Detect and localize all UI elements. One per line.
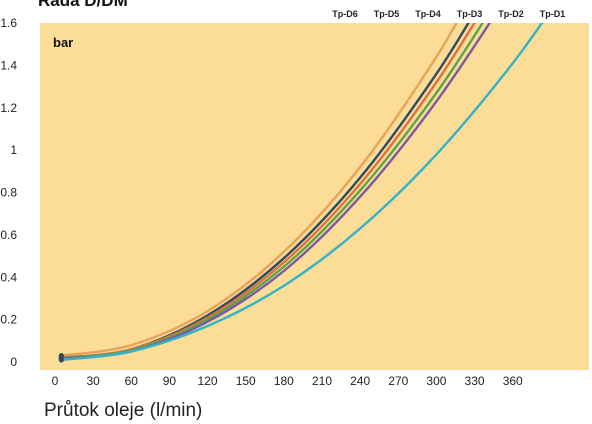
x-tick-label: 210	[312, 374, 332, 388]
x-tick-label: 240	[350, 374, 370, 388]
x-tick-label: 180	[274, 374, 294, 388]
x-tick-label: 330	[465, 374, 485, 388]
plot-area	[40, 23, 589, 370]
chart-title: Řada D/DM	[38, 0, 128, 10]
x-tick-label: 300	[426, 374, 446, 388]
x-tick-label: 90	[163, 374, 177, 388]
legend-entry-tp-d1: Tp-D1	[540, 9, 566, 19]
y-tick-label: 1.2	[0, 101, 17, 115]
x-tick-label: 150	[236, 374, 256, 388]
x-tick-label: 30	[86, 374, 100, 388]
y-tick-label: 0.2	[0, 313, 17, 327]
legend-entry-tp-d4: Tp-D4	[415, 9, 441, 19]
y-tick-label: 1.6	[0, 16, 17, 30]
y-tick-label: 0.4	[0, 270, 17, 284]
y-tick-label: 1.4	[0, 58, 17, 72]
y-tick-label: 0.8	[0, 186, 17, 200]
legend-entry-tp-d6: Tp-D6	[332, 9, 358, 19]
x-axis-ticks: 0 30 60 90 120 150 180 210 240 270 300 330 360	[52, 374, 523, 388]
x-tick-label: 270	[388, 374, 408, 388]
x-tick-label: 0	[52, 374, 59, 388]
series-start-point	[59, 357, 64, 362]
legend-entry-tp-d5: Tp-D5	[374, 9, 400, 19]
y-unit-label: bar	[53, 35, 73, 50]
y-tick-label: 1	[10, 143, 17, 157]
y-axis-ticks: 0 0.2 0.4 0.6 0.8 1 1.2 1.4 1.6	[0, 16, 17, 369]
x-tick-label: 120	[198, 374, 218, 388]
x-tick-label: 360	[503, 374, 523, 388]
legend-entry-tp-d2: Tp-D2	[498, 9, 524, 19]
y-tick-label: 0.6	[0, 228, 17, 242]
legend: Tp-D6 Tp-D5 Tp-D4 Tp-D3 Tp-D2 Tp-D1	[332, 9, 565, 19]
x-tick-label: 60	[125, 374, 139, 388]
x-axis-label: Průtok oleje (l/min)	[44, 400, 202, 421]
legend-entry-tp-d3: Tp-D3	[457, 9, 483, 19]
y-tick-label: 0	[10, 355, 17, 369]
